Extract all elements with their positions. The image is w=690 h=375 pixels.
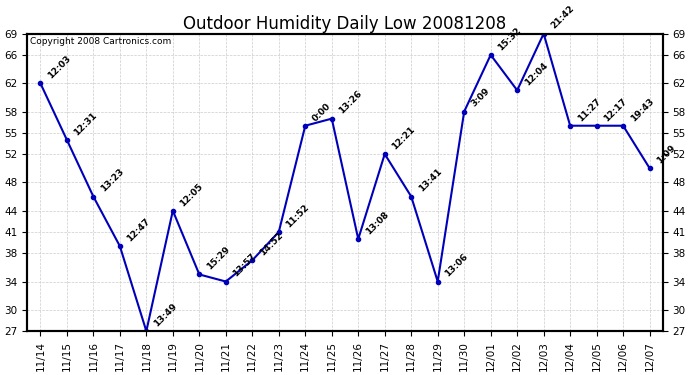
Text: 15:32: 15:32 bbox=[496, 26, 523, 52]
Text: 12:03: 12:03 bbox=[46, 54, 72, 81]
Text: 0:00: 0:00 bbox=[310, 101, 333, 123]
Text: 19:43: 19:43 bbox=[629, 96, 656, 123]
Text: 15:29: 15:29 bbox=[205, 245, 232, 272]
Text: 3:09: 3:09 bbox=[470, 87, 492, 109]
Text: 12:04: 12:04 bbox=[523, 61, 549, 87]
Text: Copyright 2008 Cartronics.com: Copyright 2008 Cartronics.com bbox=[30, 37, 172, 46]
Text: 12:31: 12:31 bbox=[72, 111, 99, 137]
Text: 1:09: 1:09 bbox=[656, 143, 678, 165]
Text: 13:41: 13:41 bbox=[417, 167, 444, 194]
Text: 13:57: 13:57 bbox=[231, 252, 258, 279]
Text: 11:27: 11:27 bbox=[575, 96, 602, 123]
Text: 12:05: 12:05 bbox=[179, 182, 205, 208]
Text: 13:23: 13:23 bbox=[99, 167, 126, 194]
Title: Outdoor Humidity Daily Low 20081208: Outdoor Humidity Daily Low 20081208 bbox=[184, 15, 506, 33]
Text: 21:42: 21:42 bbox=[549, 4, 576, 31]
Text: 12:17: 12:17 bbox=[602, 96, 629, 123]
Text: 11:52: 11:52 bbox=[284, 202, 311, 229]
Text: 14:52: 14:52 bbox=[258, 231, 284, 258]
Text: 13:06: 13:06 bbox=[443, 252, 470, 279]
Text: 13:26: 13:26 bbox=[337, 89, 364, 116]
Text: 13:08: 13:08 bbox=[364, 210, 391, 236]
Text: 13:49: 13:49 bbox=[152, 302, 179, 328]
Text: 12:21: 12:21 bbox=[391, 124, 417, 151]
Text: 12:47: 12:47 bbox=[126, 216, 152, 243]
